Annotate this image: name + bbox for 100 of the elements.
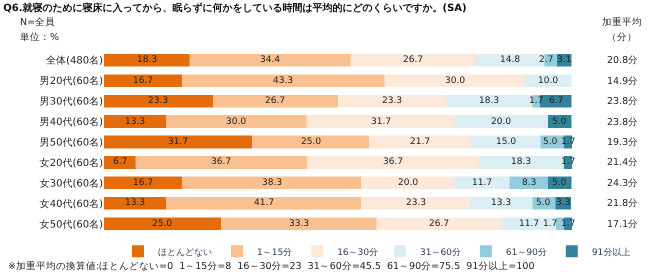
bar — [454, 115, 548, 128]
text: 14.9分 — [607, 75, 638, 87]
bar — [182, 74, 385, 87]
bar — [306, 156, 478, 169]
data-label: 5.0 — [552, 178, 567, 188]
data-label: 26.7 — [403, 55, 424, 65]
data-label: 1.7 — [529, 96, 544, 106]
bar — [104, 197, 166, 210]
data-label: 31.7 — [371, 117, 392, 127]
text: 21.4分 — [607, 156, 638, 168]
legend-label: 61～90分 — [506, 246, 547, 258]
text: 17.1分 — [607, 218, 638, 230]
y-tick-label: 全体(480名) — [46, 54, 104, 67]
bar — [361, 197, 470, 210]
data-label: 15.0 — [496, 137, 516, 147]
data-label: 2.7 — [539, 55, 554, 65]
y-tick-label: 女50代(60名) — [40, 218, 104, 230]
data-label: 43.3 — [273, 76, 294, 86]
bar — [361, 176, 455, 190]
text: ※加重平均の換算値:ほとんどない=0 1～15分=8 16～30分=23 31～60分=45.5 61～90分=75.5 91分以上=100 — [8, 260, 534, 272]
data-label: 30.0 — [445, 76, 466, 86]
legend-label: 1～15分 — [257, 246, 292, 258]
y-tick-label: 男20代(60名) — [40, 75, 104, 88]
data-label: 23.3 — [148, 96, 168, 106]
bar — [104, 156, 136, 169]
data-label: 25.0 — [152, 219, 172, 229]
legend-label: 31～60分 — [420, 246, 461, 258]
data-label: 18.3 — [479, 96, 500, 106]
bar — [166, 197, 362, 210]
data-label: 8.3 — [522, 178, 536, 188]
y-tick-label: 女20代(60名) — [40, 156, 104, 169]
bar — [104, 115, 166, 128]
data-label: 1.7 — [543, 219, 558, 229]
bar — [182, 176, 362, 190]
bar — [135, 156, 307, 169]
text: N=全員 — [20, 16, 56, 28]
text: 23.8分 — [607, 95, 638, 107]
data-label: 16.7 — [133, 76, 154, 86]
data-label: 23.3 — [406, 198, 426, 208]
bar — [104, 54, 190, 67]
text: 21.8分 — [607, 197, 638, 209]
text: 24.3分 — [607, 177, 638, 189]
data-label: 13.3 — [491, 198, 512, 208]
text: 単位：% — [20, 31, 60, 43]
chart-title: Q6.就寝のために寝床に入ってから、眠らずに何かをしている時間は平均的にどのくらいですか。(SA) — [3, 2, 467, 14]
text: （分） — [607, 31, 637, 43]
data-label: 3.3 — [556, 198, 570, 208]
bar — [338, 94, 447, 108]
data-label: 38.3 — [262, 178, 282, 188]
bar — [470, 136, 541, 148]
legend-label: 16～30分 — [337, 246, 378, 258]
y-tick-label: 男40代(60名) — [40, 116, 104, 128]
bar — [104, 74, 182, 87]
data-label: 20.0 — [491, 117, 512, 127]
legend-label: ほとんどない — [158, 248, 212, 258]
data-label: 11.7 — [519, 219, 540, 229]
data-label: 31.7 — [168, 137, 188, 147]
bar — [212, 94, 338, 108]
legend-label: 91分以上 — [592, 246, 630, 258]
bar — [454, 176, 510, 190]
y-tick-label: 男30代(60名) — [40, 96, 104, 108]
text: 20.8分 — [607, 54, 638, 66]
data-label: 21.7 — [410, 137, 430, 147]
bar — [104, 94, 213, 108]
y-tick-label: 男50代(60名) — [40, 136, 104, 148]
bar — [350, 54, 476, 67]
bar — [384, 74, 525, 87]
bar — [306, 115, 455, 128]
y-tick-label: 女40代(60名) — [40, 198, 104, 210]
data-label: 11.7 — [472, 178, 492, 188]
data-label: 23.3 — [382, 96, 402, 106]
bar — [104, 176, 182, 190]
data-label: 5.0 — [543, 137, 558, 147]
text: 加重平均 — [602, 16, 642, 28]
bar — [166, 115, 306, 128]
data-label: 36.7 — [211, 157, 232, 167]
data-label: 18.3 — [511, 157, 532, 167]
data-label: 20.0 — [398, 178, 418, 188]
data-label: 3.1 — [557, 55, 572, 65]
data-label: 6.7 — [113, 157, 128, 167]
bar — [376, 217, 502, 230]
y-tick-label: 女30代(60名) — [40, 177, 104, 190]
data-label: 41.7 — [254, 198, 274, 208]
bar — [220, 217, 377, 230]
bar — [104, 217, 221, 230]
text: 23.8分 — [607, 116, 638, 128]
data-label: 13.3 — [125, 198, 146, 208]
data-label: 26.7 — [429, 219, 450, 229]
data-label: 13.3 — [125, 117, 146, 127]
bar — [470, 197, 532, 210]
text: 19.3分 — [607, 136, 638, 148]
data-label: 5.0 — [552, 117, 567, 127]
data-label: 26.7 — [265, 96, 286, 106]
bar — [369, 136, 471, 148]
data-label: 10.0 — [538, 76, 558, 86]
data-label: 18.3 — [137, 55, 158, 65]
data-label: 36.7 — [383, 157, 404, 167]
data-label: 6.7 — [549, 96, 564, 106]
data-label: 25.0 — [301, 137, 322, 147]
bar — [104, 136, 252, 148]
